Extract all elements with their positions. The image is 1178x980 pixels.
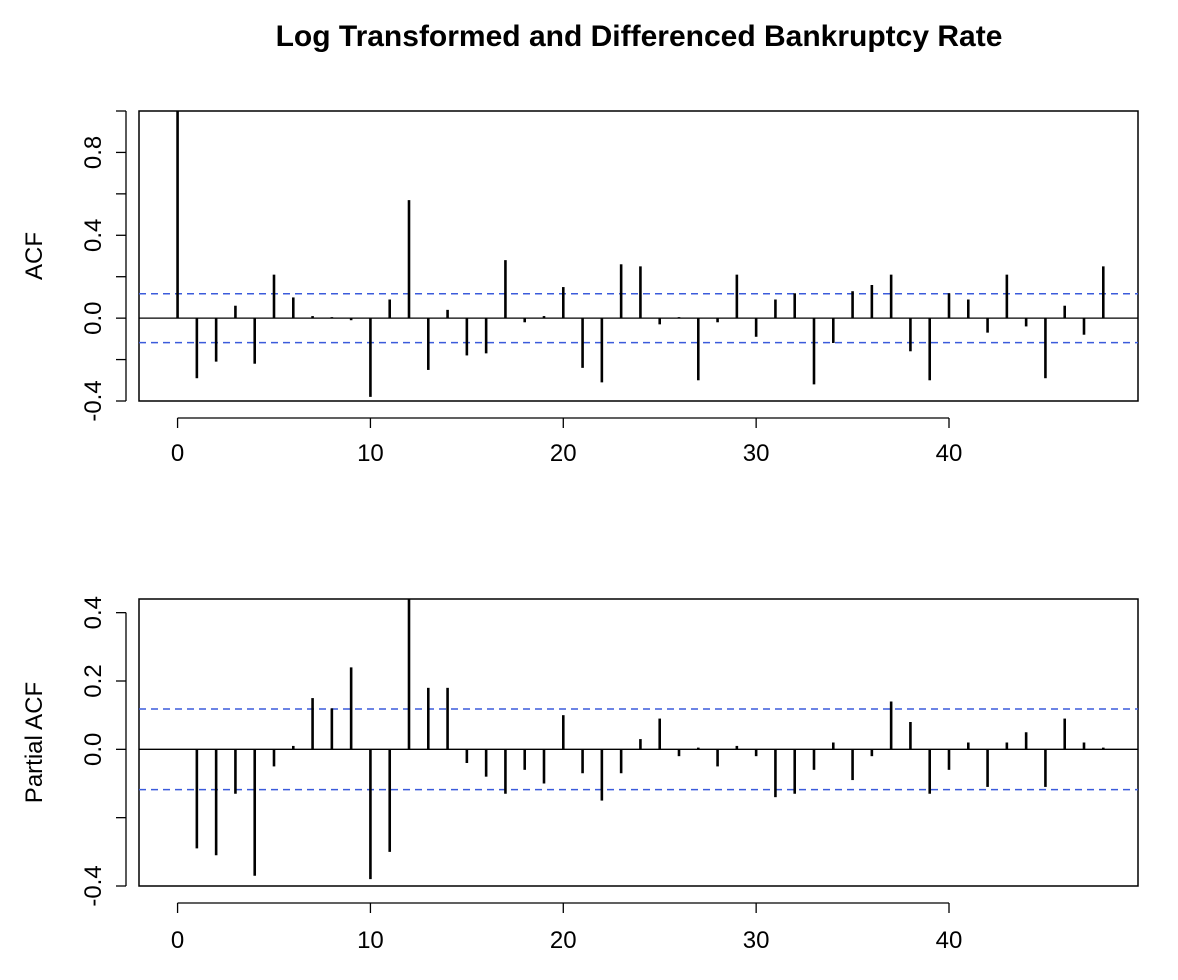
pacf-x-tick-label: 10 bbox=[357, 927, 384, 954]
pacf-x-tick-label: 40 bbox=[936, 927, 963, 954]
acf-y-tick-label: 0.8 bbox=[80, 136, 107, 169]
acf-y-tick-label: 0.0 bbox=[80, 301, 107, 334]
chart-title: Log Transformed and Differenced Bankrupt… bbox=[276, 20, 1003, 53]
acf-y-axis-title: ACF bbox=[21, 232, 48, 280]
acf-plot-frame bbox=[138, 110, 1139, 402]
acf-y-tick-label: -0.4 bbox=[80, 380, 107, 421]
pacf-y-tick-label: -0.4 bbox=[80, 865, 107, 906]
pacf-y-tick-label: 0.0 bbox=[80, 733, 107, 766]
acf-x-tick-label: 20 bbox=[550, 440, 577, 467]
pacf-y-tick-label: 0.4 bbox=[80, 596, 107, 629]
pacf-y-axis-title: Partial ACF bbox=[21, 682, 48, 803]
pacf-panel: 0 10 20 30 40 -0.4 0.0 0.2 0.4 Partial ACF bbox=[21, 596, 1139, 954]
pacf-x-tick-label: 20 bbox=[550, 927, 577, 954]
acf-y-tick-label: 0.4 bbox=[80, 219, 107, 252]
acf-x-tick-label: 40 bbox=[936, 440, 963, 467]
acf-panel: 0 10 20 30 40 -0.4 0.0 0.4 0.8 ACF bbox=[21, 110, 1139, 467]
acf-x-tick-label: 0 bbox=[171, 440, 184, 467]
pacf-plot-frame bbox=[138, 598, 1139, 887]
acf-x-tick-label: 30 bbox=[743, 440, 770, 467]
pacf-x-tick-label: 30 bbox=[743, 927, 770, 954]
pacf-y-tick-label: 0.2 bbox=[80, 664, 107, 697]
acf-x-tick-label: 10 bbox=[357, 440, 384, 467]
pacf-x-tick-label: 0 bbox=[171, 927, 184, 954]
